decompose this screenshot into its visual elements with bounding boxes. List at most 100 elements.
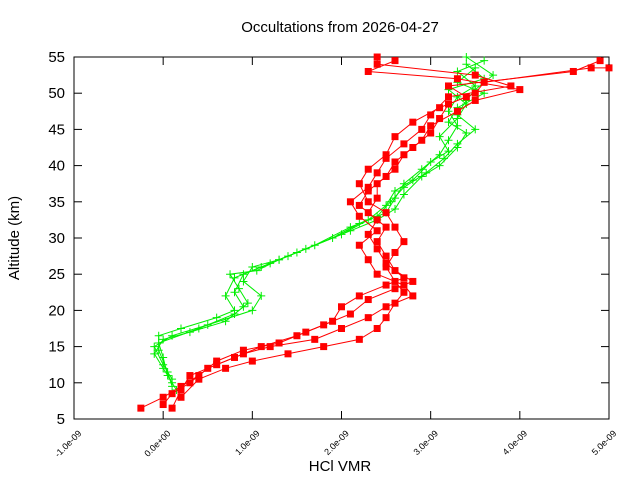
data-point (355, 201, 363, 209)
x-tick-label: 1.0e-09 (233, 428, 262, 457)
data-point (373, 245, 381, 253)
data-point (391, 205, 399, 214)
data-point (382, 252, 390, 260)
data-point (462, 93, 470, 101)
data-point (252, 266, 261, 275)
data-point (435, 132, 444, 141)
series-group-1 (137, 53, 613, 412)
data-point (159, 393, 167, 401)
data-point (435, 161, 444, 170)
data-point (453, 75, 461, 83)
data-point (445, 82, 452, 90)
data-point (436, 104, 444, 112)
data-point (462, 129, 471, 138)
data-point (444, 118, 453, 127)
data-point (364, 67, 372, 75)
data-point (311, 335, 319, 343)
x-tick-label: 2.0e-09 (322, 428, 351, 457)
data-point (427, 111, 435, 119)
data-point (257, 343, 265, 351)
data-point (226, 270, 235, 279)
data-point (275, 255, 284, 264)
data-point (462, 53, 471, 61)
data-point (168, 331, 177, 340)
data-point (364, 183, 372, 191)
data-point (355, 241, 363, 249)
y-axis-label: Altitude (km) (6, 196, 23, 280)
data-point (186, 372, 194, 380)
data-point (417, 172, 426, 181)
data-point (364, 314, 372, 322)
data-point (355, 335, 363, 343)
data-point (373, 325, 381, 332)
data-point (400, 274, 408, 282)
data-point (212, 313, 221, 322)
data-point (391, 133, 399, 141)
axes-layer: 5 10 15 20 25 30 35 40 45 50 55 -1.0e-09 0.0e+00 1.0e… (48, 49, 618, 459)
data-point (364, 296, 372, 304)
x-axis-label: HCl VMR (309, 458, 372, 475)
series-line (140, 67, 609, 409)
data-point (382, 259, 390, 267)
data-point (569, 67, 577, 75)
data-point (320, 321, 328, 329)
y-tick-label: 35 (48, 194, 65, 211)
data-point (471, 125, 480, 134)
data-point (243, 299, 252, 308)
data-point (364, 230, 372, 238)
data-point (364, 187, 372, 195)
data-point (346, 310, 354, 318)
data-point (364, 256, 372, 264)
data-point (382, 263, 390, 271)
data-point (400, 238, 408, 246)
data-point (177, 393, 185, 401)
data-point (373, 270, 381, 278)
data-point (239, 270, 248, 279)
data-point (391, 299, 399, 307)
data-point (462, 60, 471, 69)
data-point (234, 284, 243, 293)
data-point (382, 209, 390, 217)
data-point (346, 198, 354, 206)
x-tick-label: -1.0e-09 (53, 428, 84, 459)
data-point (168, 375, 177, 384)
data-point (444, 136, 453, 145)
data-point (507, 82, 515, 90)
data-point (400, 151, 408, 159)
data-point (453, 143, 462, 152)
y-tick-label: 10 (48, 375, 65, 392)
data-point (382, 201, 391, 210)
data-point (154, 338, 163, 347)
data-point (409, 277, 417, 285)
data-point (364, 198, 372, 206)
y-tick-label: 55 (48, 49, 65, 66)
data-point (471, 96, 479, 104)
data-point (386, 197, 395, 206)
y-tick-label: 30 (48, 230, 65, 247)
series-line (153, 67, 486, 380)
data-point (364, 209, 372, 217)
data-point (168, 390, 176, 398)
data-point (293, 332, 301, 340)
data-point (373, 60, 381, 68)
data-point (373, 53, 381, 61)
data-point (422, 168, 431, 177)
series-line (180, 60, 601, 398)
data-point (159, 401, 167, 409)
data-point (391, 57, 399, 65)
y-tick-label: 40 (48, 158, 65, 175)
data-point (355, 292, 363, 300)
data-point (400, 140, 408, 148)
data-point (391, 186, 399, 195)
data-point (213, 357, 221, 365)
data-point (426, 157, 435, 166)
data-point (391, 223, 399, 231)
data-point (195, 375, 203, 383)
data-point (471, 71, 479, 79)
data-point (516, 86, 524, 94)
y-tick-label: 20 (48, 302, 65, 319)
data-point (436, 115, 444, 123)
data-point (373, 180, 381, 188)
data-point (400, 288, 408, 296)
data-point (221, 291, 230, 300)
